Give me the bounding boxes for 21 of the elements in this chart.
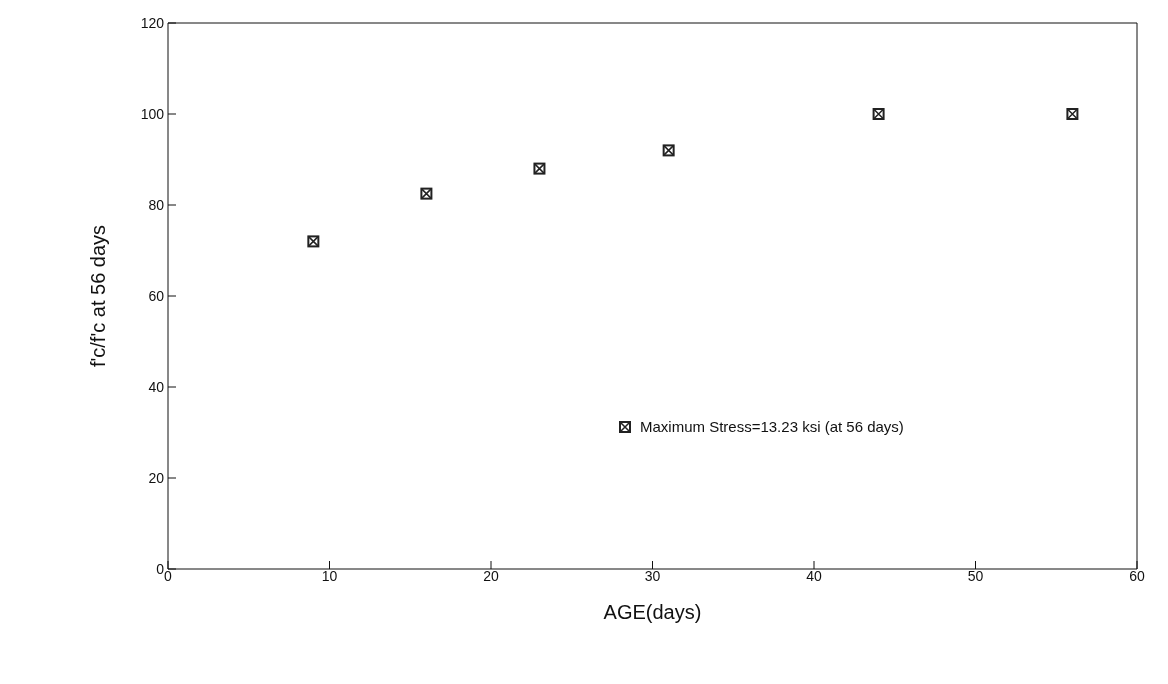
point (533, 162, 546, 175)
x-tick-label: 50 (967, 567, 984, 584)
x-tick-label: 30 (644, 567, 661, 584)
x-tick-label: 20 (483, 567, 499, 584)
x-tick-label: 10 (321, 567, 338, 584)
point (1066, 108, 1079, 120)
y-tick-label: 120 (140, 14, 165, 31)
y-axis-title: f'c/f'c at 56 days (87, 224, 110, 368)
point (307, 235, 320, 248)
x-tick-label: 40 (806, 567, 822, 584)
x-tick-label: 60 (1129, 567, 1145, 584)
y-tick-label: 40 (148, 378, 165, 395)
point (872, 108, 885, 120)
y-tick-label: 60 (148, 287, 165, 304)
y-tick-label: 100 (140, 105, 165, 122)
y-tick-label: 20 (148, 469, 165, 486)
point (420, 187, 433, 200)
point (662, 144, 675, 157)
y-tick-label: 80 (148, 196, 165, 213)
legend-label: Maximum Stress=13.23 ksi (at 56 days) (640, 418, 904, 435)
x-axis-title: AGE(days) (603, 601, 702, 623)
